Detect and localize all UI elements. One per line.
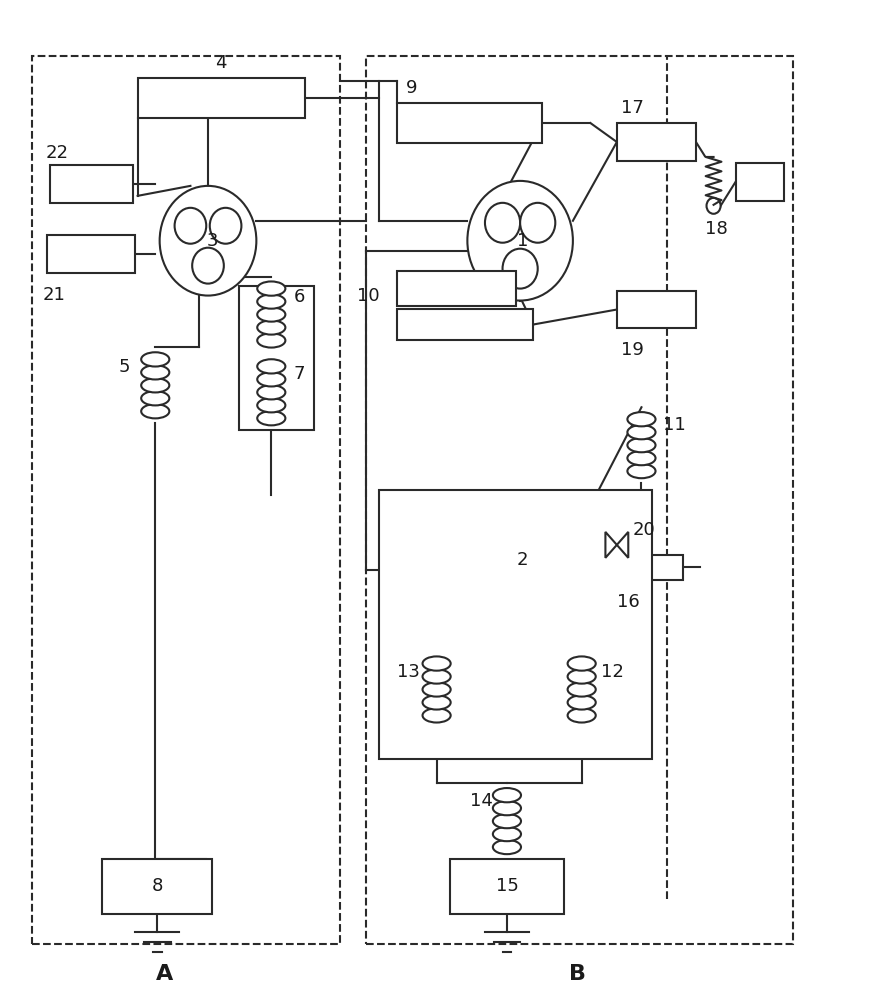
Text: 12: 12	[601, 663, 624, 681]
Ellipse shape	[568, 682, 595, 697]
Bar	[736, 163, 784, 201]
Polygon shape	[617, 532, 628, 558]
Text: 15: 15	[496, 877, 519, 895]
Text: 10: 10	[357, 287, 379, 305]
Text: A: A	[155, 964, 173, 984]
Ellipse shape	[568, 669, 595, 684]
Text: 13: 13	[397, 663, 420, 681]
Bar	[366, 56, 793, 944]
Circle shape	[485, 522, 520, 562]
Ellipse shape	[568, 695, 595, 710]
Text: 9: 9	[406, 79, 417, 97]
Text: 21: 21	[42, 286, 65, 304]
Circle shape	[210, 208, 242, 244]
Ellipse shape	[422, 656, 451, 671]
Ellipse shape	[258, 307, 286, 322]
Text: 5: 5	[118, 358, 130, 376]
Ellipse shape	[141, 352, 169, 367]
Bar	[102, 859, 213, 914]
Ellipse shape	[627, 425, 655, 439]
Text: 7: 7	[294, 365, 305, 383]
Ellipse shape	[258, 372, 286, 386]
Bar	[630, 555, 683, 580]
Bar	[49, 165, 133, 203]
Circle shape	[503, 249, 538, 289]
Text: 17: 17	[621, 99, 644, 117]
Ellipse shape	[627, 451, 655, 465]
Text: 4: 4	[215, 54, 227, 72]
Text: 14: 14	[470, 792, 493, 810]
Ellipse shape	[493, 840, 521, 854]
Ellipse shape	[422, 669, 451, 684]
Text: B: B	[569, 964, 586, 984]
Ellipse shape	[422, 708, 451, 723]
Text: 11: 11	[663, 416, 686, 434]
Ellipse shape	[493, 788, 521, 802]
Ellipse shape	[141, 391, 169, 405]
Ellipse shape	[493, 827, 521, 841]
Ellipse shape	[568, 708, 595, 723]
Text: 16: 16	[617, 593, 639, 611]
Ellipse shape	[258, 294, 286, 309]
Text: 22: 22	[45, 144, 68, 162]
Ellipse shape	[627, 438, 655, 452]
Ellipse shape	[258, 359, 286, 374]
Text: 19: 19	[621, 341, 644, 359]
Bar	[617, 123, 696, 161]
Ellipse shape	[258, 281, 286, 296]
Ellipse shape	[627, 464, 655, 478]
Ellipse shape	[141, 378, 169, 392]
Bar	[397, 309, 534, 340]
Bar	[32, 56, 340, 944]
Ellipse shape	[422, 695, 451, 710]
Ellipse shape	[258, 411, 286, 425]
Text: 3: 3	[206, 232, 218, 250]
Ellipse shape	[258, 333, 286, 348]
Polygon shape	[605, 532, 617, 558]
Ellipse shape	[258, 398, 286, 412]
Circle shape	[503, 568, 538, 608]
Text: 8: 8	[152, 877, 163, 895]
Bar	[379, 490, 652, 759]
Circle shape	[192, 248, 224, 284]
Circle shape	[520, 203, 556, 243]
Ellipse shape	[493, 814, 521, 828]
Circle shape	[485, 203, 520, 243]
Text: 18: 18	[705, 220, 728, 238]
Text: 6: 6	[294, 288, 304, 306]
Circle shape	[467, 181, 573, 301]
Ellipse shape	[258, 385, 286, 399]
Bar	[138, 78, 304, 118]
Circle shape	[175, 208, 206, 244]
Circle shape	[706, 198, 721, 214]
Ellipse shape	[141, 404, 169, 418]
Bar	[397, 271, 516, 306]
Text: 2: 2	[517, 551, 528, 569]
Ellipse shape	[141, 365, 169, 379]
Text: 1: 1	[517, 232, 528, 250]
Ellipse shape	[627, 412, 655, 426]
Circle shape	[520, 522, 556, 562]
Circle shape	[467, 500, 573, 620]
Text: 20: 20	[632, 521, 655, 539]
Bar	[450, 859, 564, 914]
Bar	[617, 291, 696, 328]
Ellipse shape	[258, 320, 286, 335]
Ellipse shape	[422, 682, 451, 697]
Bar	[397, 103, 542, 143]
Bar	[239, 286, 313, 430]
Bar	[47, 235, 135, 273]
Circle shape	[160, 186, 257, 296]
Ellipse shape	[568, 656, 595, 671]
Ellipse shape	[493, 801, 521, 815]
